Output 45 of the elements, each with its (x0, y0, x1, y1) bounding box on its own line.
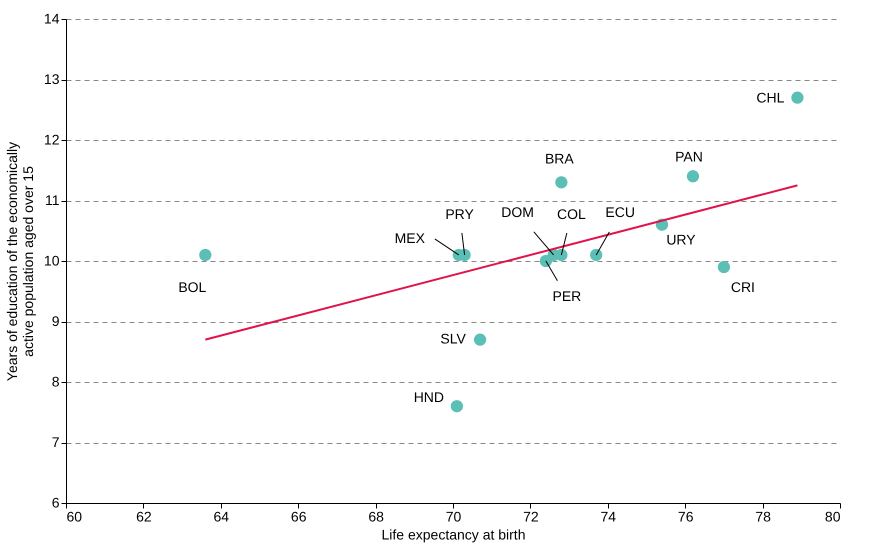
annotation: URY (666, 232, 696, 248)
x-tick-label: 62 (136, 508, 152, 524)
annotation: PAN (675, 148, 703, 164)
x-tick-label: 74 (600, 508, 616, 524)
y-axis-title: Years of education of the economically active population aged over 15 (4, 142, 36, 382)
point (540, 254, 552, 268)
point (718, 260, 730, 274)
annotation: SLV (440, 330, 466, 347)
x-tick-label: 66 (290, 508, 307, 524)
x-tick-label: 80 (824, 508, 841, 524)
y-tick-label: 6 (52, 494, 60, 510)
y-tick-label: 7 (52, 434, 60, 450)
point (555, 176, 568, 188)
point (791, 92, 804, 104)
y-tick-label: 14 (44, 10, 60, 26)
annotation: PER (552, 288, 582, 304)
x-tick-label: 64 (214, 508, 230, 524)
y-tick-label: 8 (52, 374, 60, 390)
y-tick-label: 10 (44, 252, 60, 268)
annotation: BRA (544, 150, 574, 166)
point (199, 248, 212, 262)
y-tick-label: 9 (52, 313, 60, 329)
annotation: COL (556, 206, 586, 222)
y-tick-label: 13 (44, 71, 60, 87)
point (450, 400, 463, 412)
point (686, 170, 700, 182)
y-tick-label: 12 (44, 132, 60, 148)
x-tick-label: 72 (523, 508, 539, 524)
x-tick-label: 76 (678, 508, 694, 524)
annotation: CRI (730, 279, 755, 296)
annotation: MEX (394, 230, 426, 246)
annotation: DOM (501, 204, 534, 220)
y-tick-label: 11 (44, 192, 60, 208)
x-axis-title: Life expectancy at birth (382, 526, 526, 542)
x-tick-label: 78 (755, 508, 772, 524)
annotation: CHL (756, 90, 785, 106)
x-tick-label: 70 (446, 508, 462, 524)
annotation: ECU (605, 204, 635, 220)
point (590, 248, 602, 262)
annotation: BOL (178, 278, 207, 295)
x-tick-label: 60 (66, 508, 82, 524)
annotation: HND (414, 389, 444, 406)
point (474, 334, 486, 346)
x-tick-label: 68 (368, 508, 384, 524)
annotation: PRY (445, 206, 475, 222)
